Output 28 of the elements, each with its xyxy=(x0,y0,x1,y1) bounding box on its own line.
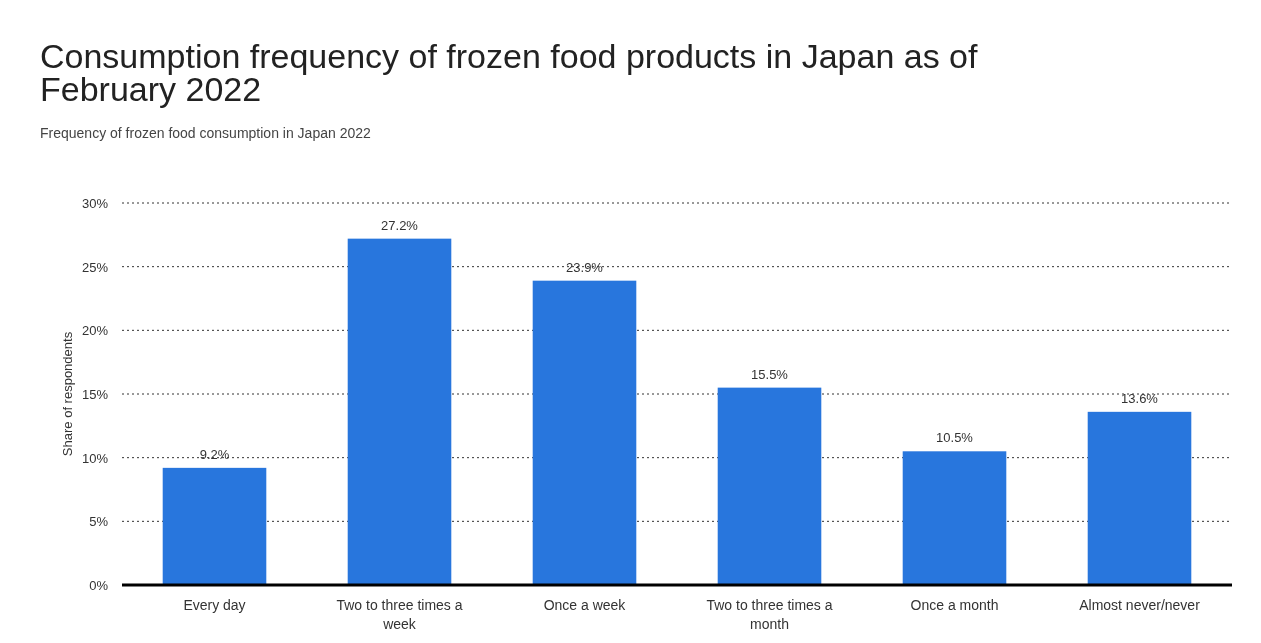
x-tick-label: Almost never/never xyxy=(1079,597,1201,613)
x-tick-label: Two to three times a week xyxy=(336,597,463,632)
data-label: 23.9% xyxy=(566,259,604,275)
bar xyxy=(717,387,822,585)
data-label: 9.2% xyxy=(199,446,230,462)
y-tick-label: 15% xyxy=(81,387,109,402)
bar xyxy=(347,238,452,585)
bar xyxy=(162,467,267,585)
x-tick-label: Every day xyxy=(183,597,246,613)
data-label: 27.2% xyxy=(381,217,419,233)
data-label: 15.5% xyxy=(751,366,789,382)
y-tick-label: 10% xyxy=(81,450,109,466)
x-tick-label: Two to three times a month xyxy=(706,597,833,632)
data-label: 13.6% xyxy=(1121,390,1159,406)
y-tick-label: 20% xyxy=(81,323,109,339)
y-tick-label: 0% xyxy=(89,578,109,593)
bar xyxy=(902,451,1007,585)
x-tick-label: Once a week xyxy=(543,597,627,613)
bar xyxy=(532,280,637,585)
y-axis-title: Share of respondents xyxy=(60,331,75,457)
y-tick-label: 25% xyxy=(81,259,109,275)
chart-subtitle: Frequency of frozen food consumption in Japan 2022 xyxy=(40,125,371,141)
bar xyxy=(1087,411,1192,585)
y-tick-label: 5% xyxy=(89,514,109,530)
chart-title: Consumption frequency of frozen food products in Japan as of February 2022 xyxy=(40,37,979,108)
data-label: 10.5% xyxy=(936,430,974,446)
x-tick-label: Once a month xyxy=(910,597,999,613)
y-tick-label: 30% xyxy=(81,196,109,211)
